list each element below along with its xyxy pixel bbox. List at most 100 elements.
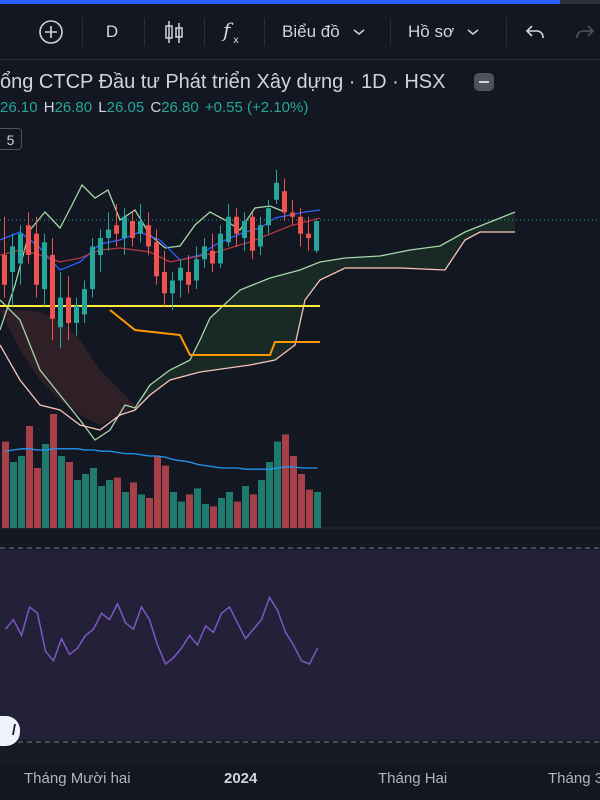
volume-ma-line — [5, 448, 318, 470]
chart-type-button[interactable] — [158, 4, 190, 60]
svg-text:x: x — [233, 35, 239, 46]
volume-bar — [186, 494, 193, 528]
volume-bar — [26, 426, 33, 528]
candle-body — [162, 272, 167, 294]
candle-body — [226, 216, 231, 243]
candle-body — [26, 225, 31, 255]
x-tick-label: 2024 — [224, 770, 258, 787]
candle-body — [10, 246, 15, 272]
volume-bar — [130, 482, 137, 528]
interval-button[interactable]: D — [96, 4, 128, 60]
candle-body — [138, 221, 143, 234]
x-tick-label: Tháng Mười hai — [24, 770, 131, 787]
candle-body — [2, 255, 7, 285]
volume-bar — [74, 480, 81, 528]
volume-bar — [258, 480, 265, 528]
candle-body — [242, 221, 247, 238]
low-label: L — [98, 99, 107, 116]
chart-menu-button[interactable]: Biểu đồ — [276, 4, 376, 60]
candle-body — [50, 255, 55, 319]
tenkan-sen-line — [0, 209, 321, 271]
tradingview-logo[interactable]: / — [0, 716, 20, 746]
volume-bar — [98, 486, 105, 528]
ichimoku-cloud — [0, 211, 516, 441]
volume-bar — [58, 456, 65, 528]
redo-button[interactable] — [570, 4, 600, 60]
candle-body — [290, 212, 295, 217]
ohlc-readout: 26.10 H26.80 L26.05 C26.80 +0.55 (+2.10%… — [0, 98, 308, 118]
x-tick-label: Tháng Hai — [378, 770, 448, 787]
add-symbol-button[interactable] — [34, 4, 68, 60]
candle-body — [66, 297, 71, 323]
candle-body — [274, 182, 279, 200]
rsi-band-fill — [0, 550, 600, 740]
candle-body — [58, 297, 63, 328]
candle-body — [250, 216, 255, 251]
candle-body — [218, 233, 223, 264]
volume-bar — [138, 494, 145, 528]
undo-button[interactable] — [520, 4, 550, 60]
collapse-legend-button[interactable] — [474, 73, 494, 91]
volume-bar — [18, 456, 25, 528]
interval-label: D — [105, 22, 119, 41]
volume-bar — [146, 498, 153, 528]
undo-icon — [525, 25, 544, 38]
volume-bar — [242, 486, 249, 528]
volume-bar — [170, 492, 177, 528]
volume-bar — [2, 441, 9, 528]
cloud-red-fill — [0, 310, 135, 425]
chevron-down-icon — [467, 29, 479, 35]
candle-body — [266, 208, 271, 226]
chart-menu-label: Biểu đồ — [282, 22, 340, 41]
indicators-count-badge[interactable]: 5 — [0, 128, 22, 150]
candle-body — [98, 238, 103, 255]
volume-bar — [82, 474, 89, 528]
time-axis[interactable]: Tháng Mười hai 2024 Tháng Hai Tháng 3 — [0, 766, 600, 796]
candle-body — [146, 225, 151, 247]
volume-bar — [250, 494, 257, 528]
volume-bar — [162, 465, 169, 528]
volume-bar — [226, 492, 233, 528]
candle-body — [114, 225, 119, 234]
volume-bar — [106, 480, 113, 528]
toolbar-separator — [506, 18, 507, 46]
candle-body — [306, 233, 311, 238]
low-value: 26.05 — [106, 99, 145, 116]
volume-bar — [210, 506, 217, 528]
volume-bar — [90, 468, 97, 528]
volume-bar — [314, 492, 321, 528]
candle-body — [210, 250, 215, 264]
toolbar-separator — [390, 18, 391, 46]
toolbar-separator — [264, 18, 265, 46]
volume-bar — [34, 468, 41, 528]
volume-bar — [298, 474, 305, 528]
candles-icon — [165, 21, 183, 43]
rsi-line — [4, 595, 319, 666]
volume-bar — [194, 488, 201, 528]
candle-body — [186, 272, 191, 285]
top-accent-bar — [0, 0, 600, 4]
candle-body — [42, 242, 47, 289]
volume-bar — [274, 441, 281, 528]
volume-bar — [50, 414, 57, 528]
volume-bar — [234, 501, 241, 528]
volume-bar — [154, 456, 161, 528]
candle-body — [282, 191, 287, 213]
volume-bar — [202, 504, 209, 528]
top-accent-bar-fill — [0, 0, 560, 4]
toolbar-separator — [204, 18, 205, 46]
close-label: C — [150, 99, 162, 116]
plus-circle-icon — [39, 20, 63, 44]
close-value: 26.80 — [161, 99, 199, 116]
change-value: +0.55 (+2.10%) — [204, 99, 309, 116]
profile-menu-label: Hồ sơ — [408, 22, 455, 41]
profile-menu-button[interactable]: Hồ sơ — [402, 4, 498, 60]
redo-icon — [576, 25, 595, 38]
volume-bar — [290, 456, 297, 528]
symbol-title: ổng CTCP Đầu tư Phát triển Xây dựng · 1D… — [0, 71, 446, 93]
candle-body — [74, 306, 79, 323]
volume-bar — [122, 492, 129, 528]
candle-body — [154, 242, 159, 277]
